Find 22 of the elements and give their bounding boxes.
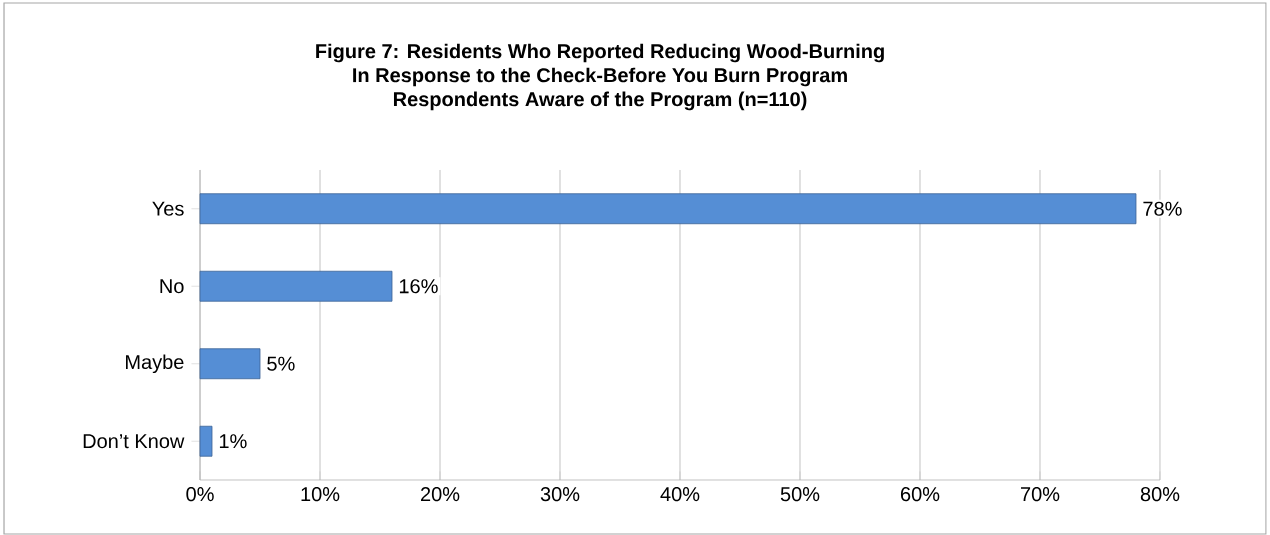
- x-tick-label: 70%: [1021, 487, 1060, 502]
- y-tick-label: Don’t Know: [83, 434, 185, 449]
- data-label: 1%: [219, 434, 247, 449]
- x-tick-label: 10%: [301, 487, 340, 502]
- bar: [199, 270, 393, 302]
- x-tick-label: 30%: [540, 487, 580, 502]
- bar: [199, 425, 213, 457]
- y-tick-label: Maybe: [126, 354, 184, 374]
- y-tick-label: Yes: [152, 201, 184, 216]
- y-tick-label: No: [160, 279, 184, 294]
- data-label: 16%: [399, 279, 438, 294]
- bar: [199, 193, 1137, 225]
- data-label: 78%: [1143, 201, 1182, 216]
- x-tick-label: 60%: [900, 487, 940, 502]
- x-tick-label: 50%: [780, 487, 820, 502]
- x-tick-label: 0%: [186, 487, 214, 502]
- chart-title: Figure 7: Residents Who Reported Reducing Wood-Burning In Response to the Check-Before You Burn Program Respondents Aware of the Program (n=110): [316, 43, 884, 111]
- x-tick-label: 20%: [420, 487, 460, 502]
- x-tick-label: 40%: [660, 487, 700, 502]
- x-tick-label: 80%: [1140, 487, 1180, 502]
- data-label: 5%: [267, 356, 295, 371]
- bar: [199, 348, 261, 380]
